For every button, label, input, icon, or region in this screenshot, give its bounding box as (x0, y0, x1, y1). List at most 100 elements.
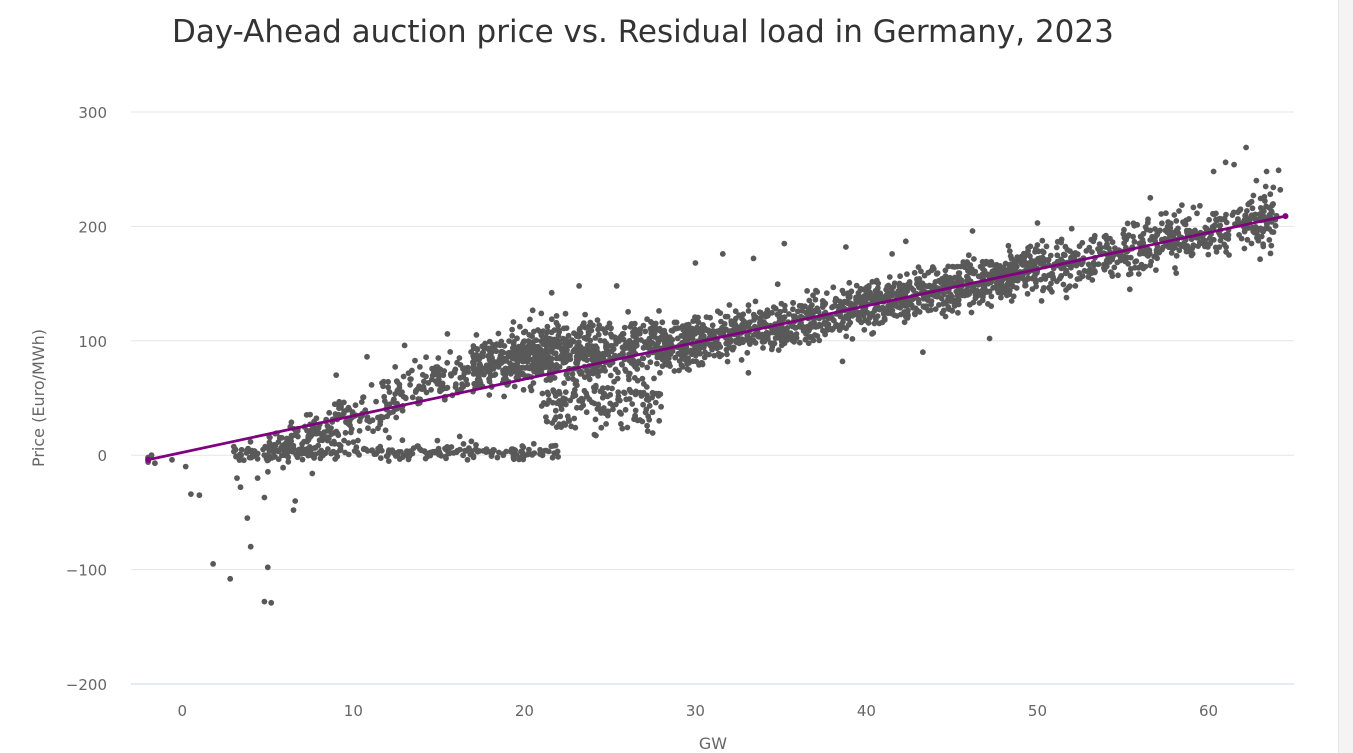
data-point (904, 315, 911, 321)
data-point (422, 455, 429, 462)
outlier-point (333, 372, 340, 378)
data-point (608, 331, 614, 338)
outlier-point (182, 463, 189, 470)
data-point (444, 444, 451, 450)
data-point (540, 353, 546, 360)
data-point (881, 315, 888, 322)
data-point (837, 298, 843, 305)
data-point (1130, 220, 1137, 227)
data-point (1047, 252, 1054, 259)
data-point (901, 319, 908, 326)
data-point (1006, 248, 1013, 255)
data-point (796, 339, 803, 346)
data-point (692, 314, 698, 320)
data-point (1064, 246, 1071, 253)
data-point (526, 449, 532, 456)
data-point (781, 314, 788, 320)
data-point (412, 357, 418, 364)
data-point (812, 296, 819, 303)
data-point (918, 281, 924, 288)
data-point (260, 446, 266, 453)
data-point (371, 451, 378, 458)
data-point (1244, 236, 1251, 243)
data-point (301, 438, 307, 445)
data-point (473, 442, 479, 448)
data-point (1072, 283, 1079, 289)
data-point (1213, 210, 1219, 217)
data-point (920, 295, 927, 302)
data-point (744, 349, 751, 356)
data-point (1268, 242, 1275, 249)
data-point (623, 396, 630, 403)
data-point (846, 293, 853, 299)
data-point (296, 449, 303, 456)
data-point (405, 456, 412, 463)
data-point (574, 404, 580, 411)
data-point (1091, 262, 1097, 269)
data-point (542, 364, 549, 370)
data-point (643, 384, 650, 390)
data-point (353, 448, 360, 455)
data-point (632, 407, 639, 414)
data-point (639, 355, 646, 361)
outlier-point (261, 598, 268, 605)
data-point (826, 325, 833, 331)
data-point (959, 288, 966, 294)
data-point (700, 322, 706, 328)
data-point (549, 336, 555, 343)
data-point (368, 382, 375, 388)
data-point (460, 383, 467, 390)
data-point (337, 404, 344, 411)
grid-layer (131, 111, 1294, 685)
data-point (745, 308, 752, 314)
data-point (498, 338, 505, 345)
outlier-point (254, 475, 261, 481)
data-point (644, 428, 651, 434)
data-point (246, 454, 253, 461)
data-point (826, 314, 833, 321)
data-point (600, 367, 607, 373)
data-point (810, 337, 817, 344)
data-point (615, 389, 622, 396)
data-point (510, 319, 517, 325)
data-point (1262, 183, 1269, 190)
data-point (1047, 286, 1054, 293)
data-point (596, 322, 602, 329)
outlier-point (444, 331, 451, 337)
data-point (461, 365, 468, 372)
data-point (646, 402, 653, 409)
data-point (1104, 241, 1110, 248)
data-point (1086, 244, 1093, 251)
data-point (601, 390, 608, 397)
outlier-point (309, 470, 316, 477)
data-point (675, 325, 682, 331)
page-scrollbar[interactable] (1338, 0, 1353, 753)
data-point (715, 350, 722, 357)
data-point (750, 311, 757, 318)
y-axis-label: Price (Euro/MWh) (29, 329, 48, 467)
data-point (1089, 249, 1095, 256)
data-point (565, 375, 571, 382)
data-point (548, 443, 555, 450)
data-point (553, 313, 560, 319)
data-point (609, 385, 615, 392)
data-point (531, 368, 537, 375)
data-point (601, 338, 608, 345)
data-point (384, 452, 391, 459)
data-point (759, 331, 766, 338)
data-point (806, 334, 813, 340)
y-tick-label: 300 (78, 104, 107, 122)
data-point (885, 303, 892, 309)
data-point (726, 328, 733, 335)
data-point (869, 278, 876, 285)
data-point (711, 352, 718, 359)
y-tick-label: −200 (66, 676, 107, 694)
data-point (470, 363, 477, 369)
data-point (840, 319, 846, 325)
data-point (471, 380, 478, 387)
data-point (1223, 211, 1229, 218)
outlier-point (986, 335, 993, 342)
data-point (1133, 258, 1140, 264)
data-point (853, 282, 860, 289)
data-point (902, 291, 909, 297)
